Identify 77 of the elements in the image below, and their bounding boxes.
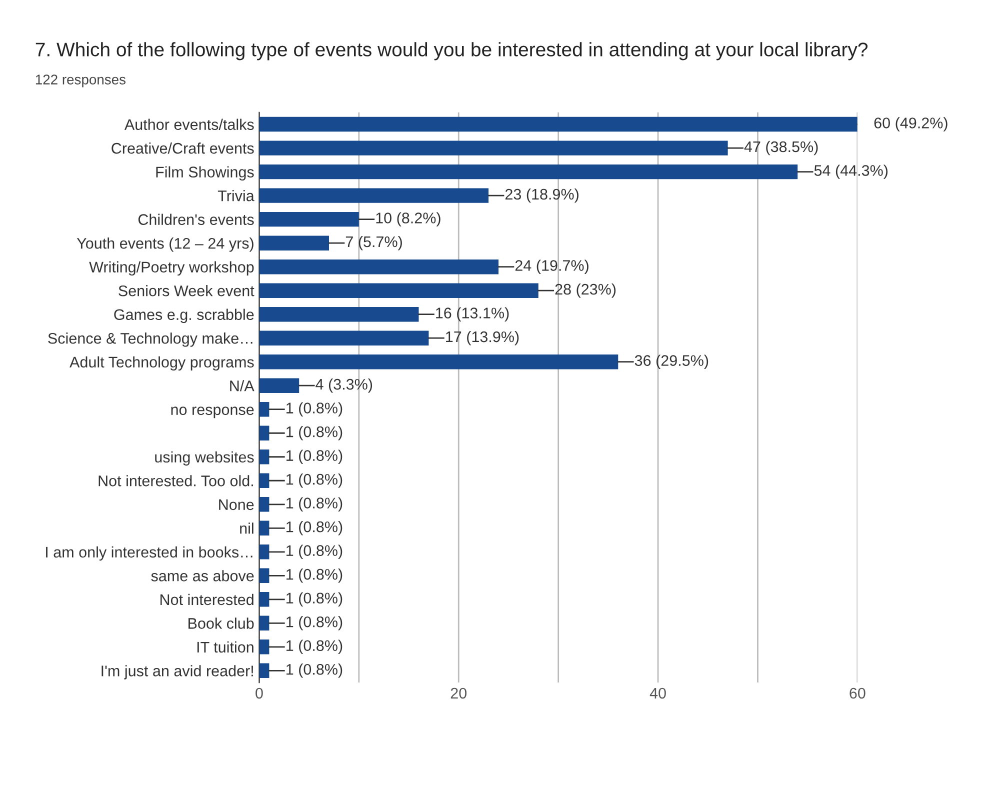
y-tick-label: Trivia [218,190,254,202]
y-tick-label: IT tuition [197,641,254,653]
bar [259,354,618,370]
data-label: 1 (0.8%) [286,640,342,654]
bar [259,568,270,584]
data-label: 17 (13.9%) [446,330,519,346]
bar [259,544,270,560]
y-tick-label: Writing/Poetry workshop [89,261,254,276]
data-label: 23 (18.9%) [505,188,578,203]
y-tick-label: Creative/Craft events [112,142,254,154]
bar [259,116,858,132]
bar [259,402,270,417]
data-label: 16 (13.1%) [436,307,509,322]
data-label: 1 (0.8%) [286,497,342,512]
y-tick-label: I'm just an avid reader! [102,665,253,680]
bar [259,663,270,678]
data-label: 1 (0.8%) [286,450,342,464]
data-label: 1 (0.8%) [286,426,342,440]
y-tick-label: I am only interested in books… [46,546,252,561]
y-tick-label: Book club [188,618,254,629]
bar [259,520,270,536]
text: 122 responses [36,74,126,88]
data-label: 60 (49.2%) [874,117,948,132]
bar [259,236,330,250]
bar [259,497,270,512]
data-label: 24 (19.7%) [515,260,588,274]
data-label: 1 (0.8%) [286,474,342,488]
bar [259,330,429,346]
x-tick-label: 60 [850,688,866,699]
y-tick-label: Youth events (12 – 24 yrs) [76,238,254,252]
data-label: 4 (3.3%) [316,378,372,393]
y-tick-label: Seniors Week event [118,285,254,296]
data-label: 1 (0.8%) [286,402,342,416]
data-label: 1 (0.8%) [286,616,342,630]
data-label: 10 (8.2%) [376,212,440,226]
data-label: 1 (0.8%) [286,521,342,536]
x-tick-label: 0 [256,688,263,699]
y-tick-label: Adult Technology programs [70,356,254,371]
y-tick-label: Science & Technology make… [48,332,252,347]
y-tick-label: Film Showings [156,166,254,181]
bar [259,212,359,227]
data-label: 1 (0.8%) [286,544,342,560]
data-label: 47 (38.5%) [744,140,818,156]
data-label: 54 (44.3%) [814,164,888,179]
y-tick-label: Not interested [160,594,254,606]
bar [259,473,270,488]
bar [259,426,270,440]
x-tick-label: 40 [650,688,666,699]
bar [259,140,728,156]
y-tick-label: Author events/talks [124,118,254,130]
y-tick-label: Not interested. Too old. [98,475,253,486]
bar [259,188,489,203]
data-label: 7 (5.7%) [346,236,402,250]
data-label: 28 (23%) [555,283,616,298]
bar [259,616,270,631]
bar [259,640,270,654]
bar [259,450,270,464]
y-tick-label: Games e.g. scrabble [114,308,254,324]
bar [259,592,270,607]
y-tick-label: None [219,499,254,510]
data-label: 1 (0.8%) [286,592,342,607]
data-label: 36 (29.5%) [634,354,708,369]
y-tick-label: Children's events [138,214,254,226]
bar [259,378,300,393]
chart-title: 7. Which of the following type of events would you be interested in attending at your local library? [36,42,868,60]
y-tick-label: same as above [151,570,254,582]
y-tick-label: no response [171,406,254,418]
y-tick-label: N/A [230,380,254,392]
bar [259,259,498,274]
data-label: 1 (0.8%) [286,664,342,678]
bar [259,164,798,180]
y-tick-label: nil [240,522,254,534]
bar [259,306,419,322]
bar [259,283,538,298]
x-tick-label: 20 [450,688,467,699]
data-label: 1 (0.8%) [286,568,342,583]
y-tick-label: using websites [155,451,254,466]
